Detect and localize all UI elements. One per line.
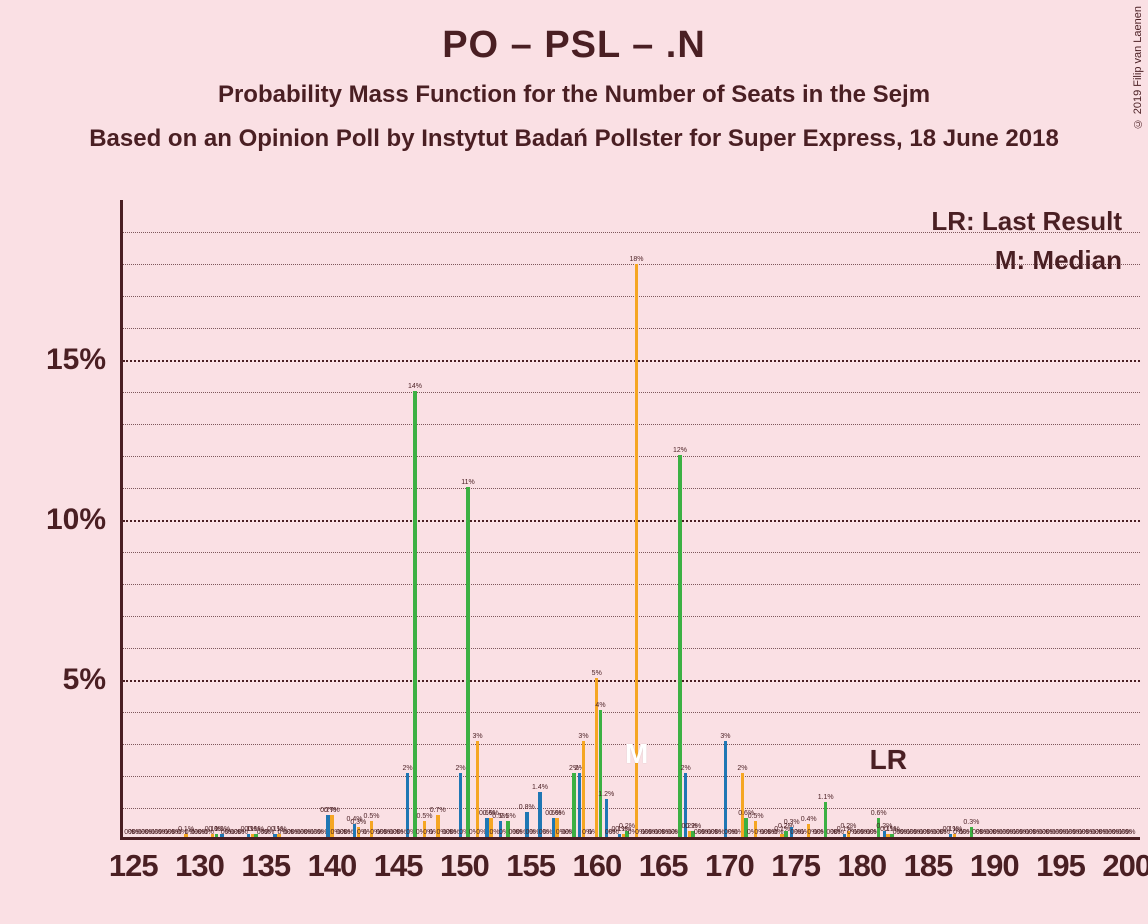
bar-value-label: 0.5% (748, 813, 764, 821)
bar-green: 12% (678, 455, 681, 837)
chart-source: Based on an Opinion Poll by Instytut Bad… (0, 125, 1148, 153)
title-block: PO – PSL – .N Probability Mass Function … (0, 0, 1148, 153)
y-tick-label: 10% (16, 503, 106, 537)
chart-subtitle: Probability Mass Function for the Number… (0, 81, 1148, 109)
bar-orange: 3% (476, 741, 479, 837)
x-tick-label: 195 (1036, 848, 1085, 884)
bar-value-label: 0.3% (784, 819, 800, 827)
y-axis-line (120, 200, 123, 840)
plot-area: LR: Last Result M: Median 5%10%15% 0%0%0… (120, 200, 1140, 840)
y-tick-label: 15% (16, 343, 106, 377)
x-tick-label: 150 (440, 848, 489, 884)
x-tick-label: 165 (639, 848, 688, 884)
x-tick-label: 155 (506, 848, 555, 884)
bar-value-label: 0.3% (963, 819, 979, 827)
bar-orange: 3% (582, 741, 585, 837)
bar-green: 2% (572, 773, 575, 837)
bar-orange: 18% (635, 264, 638, 837)
copyright-text: © 2019 Filip van Laenen (1132, 6, 1144, 129)
x-tick-label: 125 (109, 848, 158, 884)
bars-layer: 0%0%0%0%0%0%0%0%0%0%0%0%0%0.1%0%0%0%0%0%… (120, 200, 1140, 840)
x-tick-label: 190 (970, 848, 1019, 884)
bar-value-label: 12% (673, 447, 687, 455)
bar-value-label: 0.8% (519, 804, 535, 812)
y-tick-label: 5% (16, 663, 106, 697)
bar-value-label: 0% (1125, 829, 1135, 837)
bar-value-label: 0.7% (430, 807, 446, 815)
bar-value-label: 14% (408, 383, 422, 391)
bar-value-label: 1.2% (598, 791, 614, 799)
bar-blue: 2% (459, 773, 462, 837)
bar-value-label: 1.1% (818, 794, 834, 802)
x-tick-label: 130 (175, 848, 224, 884)
x-tick-label: 200 (1102, 848, 1148, 884)
bar-green: 11% (466, 487, 469, 837)
bar-blue: 2% (406, 773, 409, 837)
x-tick-label: 185 (904, 848, 953, 884)
x-tick-label: 145 (374, 848, 423, 884)
chart-title: PO – PSL – .N (0, 24, 1148, 67)
chart-page: © 2019 Filip van Laenen PO – PSL – .N Pr… (0, 0, 1148, 924)
bar-value-label: 2% (737, 765, 747, 773)
x-tick-label: 135 (241, 848, 290, 884)
x-tick-label: 180 (837, 848, 886, 884)
x-tick-label: 170 (705, 848, 754, 884)
bar-value-label: 2% (455, 765, 465, 773)
x-tick-label: 175 (771, 848, 820, 884)
bar-green: 4% (599, 710, 602, 837)
bar-value-label: 0.5% (500, 813, 516, 821)
bar-value-label: 3% (578, 733, 588, 741)
bar-value-label: 2% (681, 765, 691, 773)
bar-value-label: 0.5% (364, 813, 380, 821)
bar-value-label: 3% (472, 733, 482, 741)
bar-value-label: 0.4% (801, 816, 817, 824)
bar-green: 14% (413, 391, 416, 837)
bar-value-label: 0.6% (871, 810, 887, 818)
bar-value-label: 5% (592, 670, 602, 678)
bar-value-label: 1.4% (532, 784, 548, 792)
bar-value-label: 3% (720, 733, 730, 741)
x-tick-label: 160 (573, 848, 622, 884)
bar-value-label: 18% (629, 256, 643, 264)
x-axis-line (120, 837, 1140, 840)
x-tick-label: 140 (308, 848, 357, 884)
bar-value-label: 2% (402, 765, 412, 773)
bar-value-label: 0.6% (549, 810, 565, 818)
bar-value-label: 4% (595, 702, 605, 710)
bar-blue: 3% (724, 741, 727, 837)
bar-value-label: 11% (461, 479, 475, 487)
bar-value-label: 0.7% (324, 807, 340, 815)
